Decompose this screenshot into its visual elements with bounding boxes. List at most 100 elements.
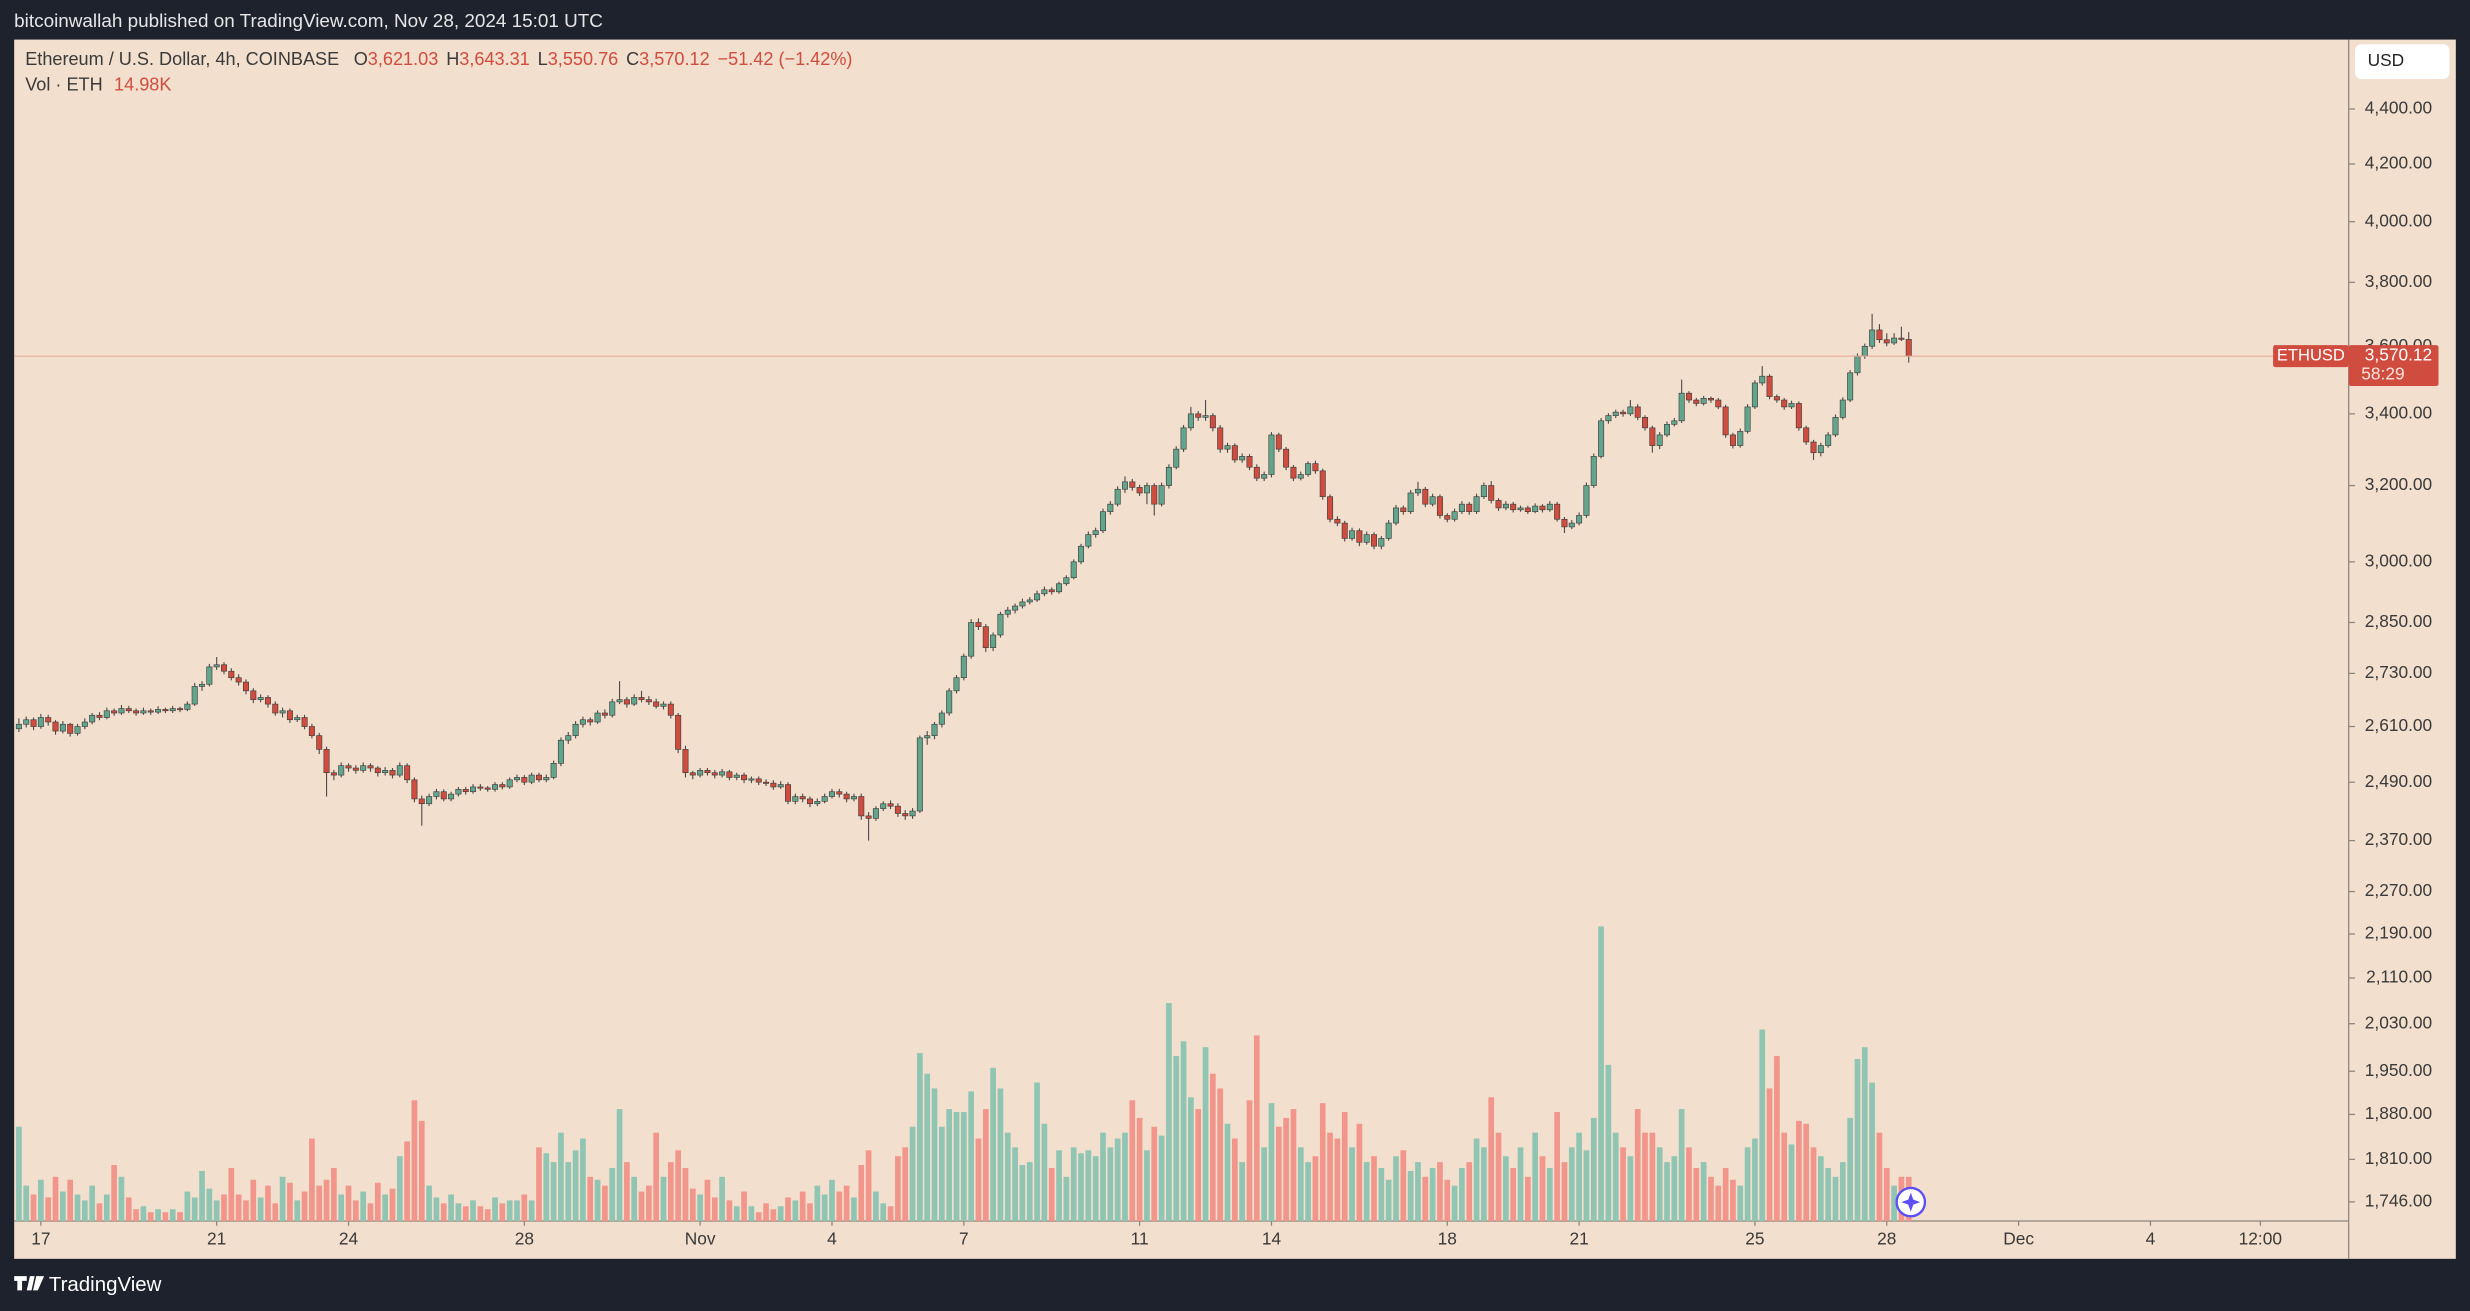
candle-body bbox=[902, 813, 909, 817]
volume-bar bbox=[184, 1191, 191, 1222]
candle-body bbox=[462, 789, 469, 793]
candle-body bbox=[616, 699, 623, 703]
volume-bar bbox=[1612, 1132, 1619, 1222]
volume-bar bbox=[917, 1053, 923, 1222]
candle-body bbox=[1151, 485, 1158, 505]
volume-bar bbox=[909, 1126, 916, 1222]
candle-body bbox=[1056, 583, 1063, 593]
volume-bar bbox=[1546, 1167, 1553, 1222]
symbol-tag-label: ETHUSD bbox=[2277, 345, 2345, 364]
candle-body bbox=[257, 697, 264, 700]
volume-bar bbox=[1693, 1167, 1700, 1222]
candle-body bbox=[1334, 518, 1341, 524]
candle-body bbox=[169, 708, 176, 712]
candle-body bbox=[807, 798, 813, 805]
candle-body bbox=[1473, 496, 1480, 513]
candle-body bbox=[15, 723, 22, 730]
volume-bar bbox=[162, 1212, 169, 1222]
y-tick-label: 2,030.00 bbox=[2365, 1012, 2432, 1032]
candle-body bbox=[1085, 534, 1092, 547]
y-tick-label: 2,490.00 bbox=[2365, 771, 2432, 791]
candle-body bbox=[294, 717, 301, 721]
currency-label[interactable]: USD bbox=[2368, 50, 2405, 70]
candle-body bbox=[199, 683, 206, 687]
volume-bar bbox=[887, 1206, 894, 1222]
volume-bar bbox=[1246, 1100, 1253, 1222]
volume-bar bbox=[345, 1185, 352, 1222]
candle-body bbox=[1363, 534, 1370, 543]
candle-body bbox=[162, 709, 169, 712]
candle-body bbox=[1341, 522, 1348, 539]
volume-bar bbox=[997, 1088, 1004, 1222]
candle-body bbox=[1546, 503, 1553, 511]
candle-body bbox=[499, 784, 506, 788]
volume-bar bbox=[711, 1197, 718, 1222]
candle-body bbox=[118, 708, 125, 714]
candle-body bbox=[755, 778, 762, 783]
candle-body bbox=[1744, 406, 1751, 432]
countdown-label: 58:29 bbox=[2361, 364, 2404, 384]
candle-body bbox=[81, 721, 88, 727]
candle-body bbox=[514, 777, 520, 781]
candle-body bbox=[1048, 589, 1055, 593]
volume-bar bbox=[667, 1162, 674, 1222]
x-tick-label: 17 bbox=[31, 1228, 50, 1248]
y-tick-label: 3,800.00 bbox=[2365, 271, 2432, 291]
volume-bar bbox=[389, 1188, 396, 1222]
volume-bar bbox=[470, 1200, 476, 1222]
volume-bar bbox=[1092, 1156, 1099, 1222]
volume-bar bbox=[902, 1147, 909, 1222]
candle-body bbox=[1114, 488, 1121, 505]
candle-body bbox=[1158, 485, 1165, 505]
candle-body bbox=[426, 796, 433, 805]
volume-bar bbox=[1766, 1088, 1773, 1222]
volume-bar bbox=[1788, 1144, 1795, 1222]
candle-body bbox=[89, 714, 96, 723]
volume-bar bbox=[528, 1200, 535, 1222]
volume-bar bbox=[1129, 1100, 1136, 1222]
candle-body bbox=[1444, 515, 1451, 520]
volume-bar bbox=[455, 1203, 462, 1222]
y-tick-label: 2,190.00 bbox=[2365, 923, 2432, 943]
candle-body bbox=[946, 690, 953, 714]
volume-bar bbox=[1444, 1179, 1451, 1222]
symbol-tag bbox=[2273, 345, 2349, 368]
volume-bar bbox=[1400, 1150, 1407, 1222]
volume-bar bbox=[792, 1200, 799, 1222]
volume-bar bbox=[704, 1179, 711, 1222]
volume-legend: Vol · ETH 14.98K bbox=[25, 74, 171, 94]
volume-bar bbox=[777, 1206, 784, 1222]
candle-body bbox=[1583, 485, 1590, 516]
currency-button[interactable] bbox=[2355, 44, 2450, 79]
candle-body bbox=[719, 771, 726, 776]
candle-body bbox=[565, 735, 572, 741]
x-tick-label: 24 bbox=[339, 1228, 359, 1248]
volume-bar bbox=[96, 1203, 103, 1222]
volume-bar bbox=[1158, 1135, 1165, 1222]
volume-bar bbox=[1144, 1150, 1150, 1222]
volume-bar bbox=[382, 1194, 388, 1222]
y-tick-label: 2,730.00 bbox=[2365, 662, 2432, 682]
candle-body bbox=[521, 777, 528, 783]
candle-body bbox=[1561, 518, 1568, 528]
volume-bar bbox=[169, 1209, 176, 1222]
volume-bar bbox=[1656, 1147, 1663, 1222]
volume-bar bbox=[477, 1206, 484, 1222]
volume-bar bbox=[1466, 1162, 1473, 1222]
candle-body bbox=[30, 719, 37, 727]
volume-bar bbox=[360, 1191, 367, 1222]
volume-bar bbox=[1078, 1153, 1084, 1222]
volume-bar bbox=[1429, 1167, 1436, 1222]
volume-bar bbox=[1261, 1147, 1267, 1222]
candle-body bbox=[1883, 339, 1890, 344]
volume-bar bbox=[1525, 1176, 1531, 1222]
volume-bar bbox=[272, 1203, 279, 1222]
candle-body bbox=[1312, 463, 1319, 472]
candle-body bbox=[924, 735, 931, 739]
candle-body bbox=[59, 723, 66, 732]
candle-body bbox=[1773, 396, 1780, 401]
volume-bar bbox=[309, 1138, 315, 1222]
candle-body bbox=[52, 721, 59, 732]
candle-body bbox=[1173, 448, 1180, 468]
